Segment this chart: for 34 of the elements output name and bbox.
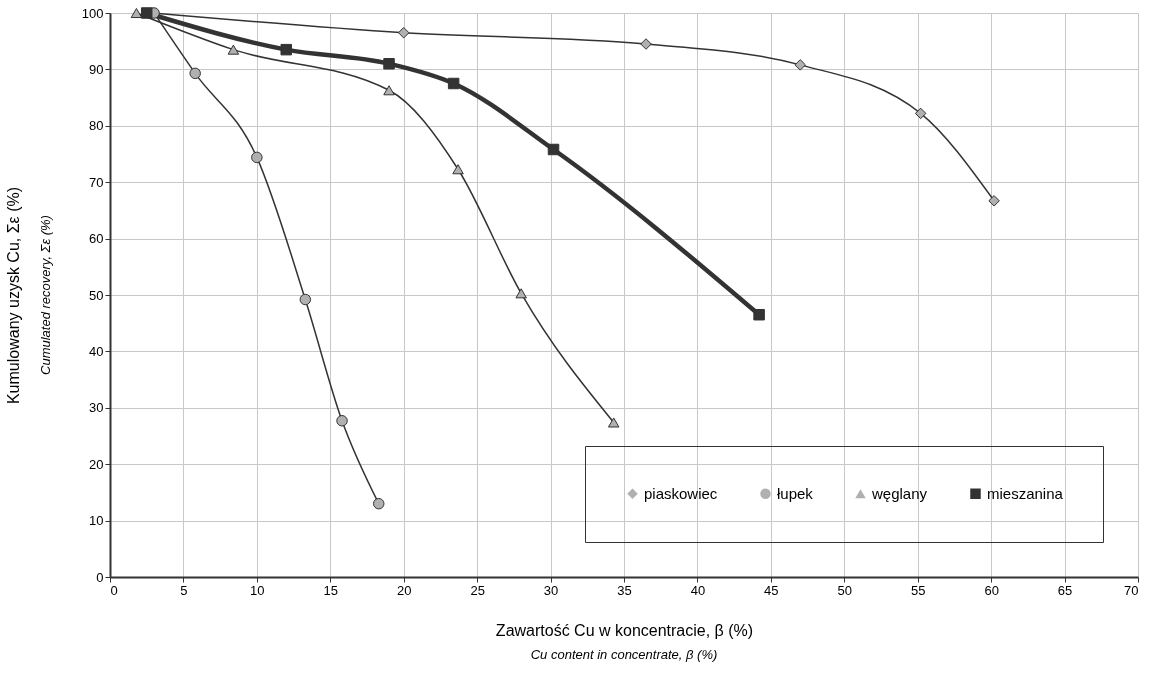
y-tick-label: 40 <box>89 343 104 359</box>
x-tick-label: 50 <box>837 582 853 598</box>
y-tick-label: 10 <box>89 513 104 529</box>
x-tick-label: 65 <box>1057 582 1073 598</box>
x-tick-label: 40 <box>690 582 706 598</box>
x-tick-label: 35 <box>617 582 632 598</box>
y-tick-label: 0 <box>96 569 104 585</box>
x-axis-title: Zawartość Cu w koncentracie, β (%) <box>495 621 754 639</box>
text: Cu content in concentrate, β (%) <box>530 647 718 662</box>
y-tick-label: 50 <box>89 287 104 303</box>
legend-label: łupek <box>777 484 814 502</box>
x-tick-label: 55 <box>910 582 926 598</box>
x-tick-label: 25 <box>470 582 485 598</box>
x-tick-label: 5 <box>180 582 188 598</box>
x-tick-label: 15 <box>323 582 339 598</box>
x-tick-label: 0 <box>110 582 118 598</box>
y-axis-title: Kumulowany uzysk Cu, Σε (%) <box>4 186 22 405</box>
x-tick-label: 30 <box>543 582 559 598</box>
legend-label: węglany <box>871 484 928 502</box>
x-tick-label: 10 <box>250 582 265 598</box>
y-tick-label: 90 <box>89 61 104 77</box>
y-tick-label: 60 <box>89 231 104 247</box>
legend-label: piaskowiec <box>644 484 718 502</box>
x-tick-label: 45 <box>764 582 779 598</box>
legend-label: mieszanina <box>987 484 1064 502</box>
x-tick-label: 70 <box>1124 582 1139 598</box>
x-tick-label: 20 <box>396 582 412 598</box>
y-tick-label: 80 <box>89 118 104 134</box>
y-tick-label: 20 <box>89 456 104 472</box>
x-tick-label: 60 <box>984 582 999 598</box>
text: Cumulated recovery, Σε (%) <box>38 215 53 375</box>
y-tick-label: 100 <box>81 5 104 21</box>
y-tick-label: 30 <box>89 400 104 416</box>
y-tick-label: 70 <box>89 174 104 190</box>
